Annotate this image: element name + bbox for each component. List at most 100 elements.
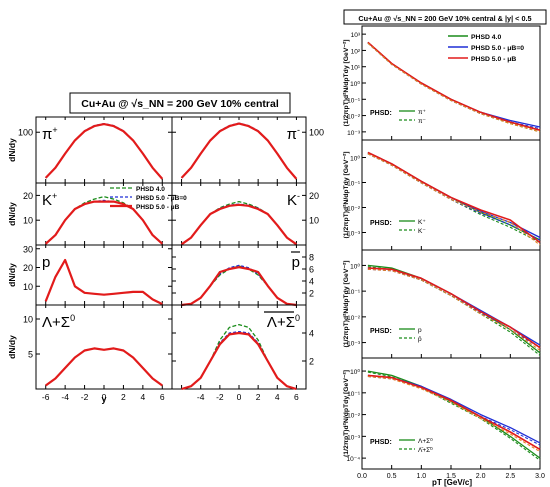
- right-ylabel: (1/2πpT)d²N/dpTdy [GeV⁻²]: [343, 370, 350, 457]
- right-panel-3: 10⁰ 10⁻¹ 10⁻² 10⁻³ 10⁻⁴(1/2πpT)d²N/dpTdy [Ge…: [343, 357, 545, 480]
- panel-legend-title: PHSD:: [370, 328, 392, 335]
- particle-label: π+: [42, 125, 58, 143]
- xtick-label: 0: [102, 392, 107, 402]
- ytick-label: 10⁻¹: [347, 289, 361, 296]
- legend-label: PHSD 5.0 - μB=0: [471, 45, 524, 52]
- left-panel-4: 10 20 30 p dN/dy: [7, 244, 173, 306]
- panel-legend-label: π⁺: [418, 109, 426, 116]
- left-ylabel: dN/dy: [7, 335, 17, 359]
- panel-legend-label: K⁻: [418, 228, 426, 235]
- particle-label: p: [292, 254, 300, 271]
- series-phsd-4-0: [181, 200, 297, 245]
- panel-legend-title: PHSD:: [370, 220, 392, 227]
- series-phsd-5-0-b-0: [181, 203, 297, 245]
- left-panel-0: 100 π+ dN/dy: [7, 116, 173, 184]
- ytick-label: 20: [23, 263, 33, 273]
- left-ylabel: dN/dy: [7, 263, 17, 287]
- series-phsd-5-0-b-0: [45, 122, 163, 180]
- ytick-label: 10⁻²: [347, 315, 361, 322]
- series-antiparticle: [367, 268, 541, 351]
- right-ylabel: (1/2πpT)d²N/dpTdy [GeV⁻²]: [343, 261, 350, 348]
- legend-label: PHSD 5.0 - μB: [136, 204, 180, 211]
- left-ylabel: dN/dy: [7, 138, 17, 162]
- xtick-label: 2: [121, 392, 126, 402]
- ytick-label: 10: [309, 216, 319, 226]
- xtick-label: 4: [275, 392, 280, 402]
- series-antiparticle: [367, 42, 541, 133]
- ytick-label: 20: [309, 191, 319, 201]
- xtick-label: 4: [140, 392, 145, 402]
- particle-label: Λ+Σ0: [42, 313, 75, 331]
- xtick-label: 6: [294, 392, 299, 402]
- left-panel-6: 5 10 Λ+Σ0 dN/dy -6 -4 -2 0 2 4 6: [7, 304, 173, 402]
- particle-label: K+: [42, 191, 57, 209]
- ytick-label: 10: [23, 315, 33, 325]
- ytick-label: 100: [18, 128, 33, 138]
- series-phsd-5-0-b: [45, 347, 163, 387]
- series-phsd-4-0: [181, 122, 297, 180]
- xtick-label: 2.5: [505, 473, 515, 480]
- legend-label: PHSD 4.0: [136, 186, 165, 193]
- series-phsd-5-0-b: [44, 258, 163, 306]
- ytick-label: 2: [309, 357, 314, 367]
- panel-frame: [361, 249, 541, 359]
- series-phsd-4-0: [45, 259, 163, 305]
- ytick-label: 10: [23, 282, 33, 292]
- ytick-label: 10⁻⁴: [347, 456, 361, 463]
- right-title-box: [343, 9, 547, 25]
- ytick-label: 10⁻²: [347, 413, 361, 420]
- panel-legend-label: π⁻: [418, 118, 426, 125]
- ytick-label: 10⁻³: [347, 341, 361, 348]
- ytick-label: 2: [309, 289, 314, 299]
- ytick-label: 10⁻¹: [347, 391, 361, 398]
- ytick-label: 10¹: [351, 65, 361, 72]
- particle-label: Λ+Σ0: [267, 313, 300, 331]
- ytick-label: 10⁻²: [347, 206, 361, 213]
- panel-legend-label: Λ̄+Σ̄⁰: [418, 446, 433, 454]
- series-antiparticle: [367, 268, 541, 349]
- xtick-label: 3.0: [535, 473, 545, 480]
- series-phsd-5-0-b-0: [367, 374, 541, 444]
- right-panel-1: 10⁰ 10⁻¹ 10⁻² 10⁻³(1/2πpT)d²N/dpTdy [GeV⁻²]…: [343, 139, 541, 251]
- left-panel-7: 2 4 Λ+Σ0 -4 -2 0 2 4 6: [171, 304, 314, 402]
- series-phsd-5-0-b: [367, 41, 541, 131]
- ytick-label: 10³: [351, 32, 361, 39]
- xtick-label: 2.0: [476, 473, 486, 480]
- ytick-label: 8: [309, 253, 314, 263]
- xtick-label: 2: [256, 392, 261, 402]
- series-phsd-4-0: [45, 123, 163, 180]
- ytick-label: 10⁰: [350, 368, 360, 376]
- ytick-label: 30: [23, 244, 33, 254]
- right-xlabel: pT [GeV/c]: [432, 478, 472, 487]
- ytick-label: 10⁻³: [347, 231, 361, 238]
- left-legend: PHSD 4.0 PHSD 5.0 - μB=0 PHSD 5.0 - μB: [110, 186, 187, 211]
- right-ylabel: (1/2πpT)d²N/dpTdy [GeV⁻²]: [343, 40, 350, 127]
- panel-legend-title: PHSD:: [370, 439, 392, 446]
- series-phsd-5-0-b: [44, 123, 164, 180]
- xtick-label: 6: [160, 392, 165, 402]
- right-ylabel: (1/2πpT)d²N/dpTdy [GeV⁻²]: [343, 152, 350, 239]
- series-phsd-5-0-b: [44, 200, 164, 245]
- left-xlabel: y: [101, 394, 106, 404]
- ytick-label: 10⁻³: [347, 130, 361, 137]
- ytick-label: 5: [28, 350, 33, 360]
- series-phsd-4-0: [367, 264, 541, 354]
- legend-label: PHSD 4.0: [471, 34, 501, 41]
- left-ylabel: dN/dy: [7, 202, 17, 226]
- left-panel-1: 100 π-: [171, 116, 324, 184]
- series-phsd-5-0-b-0: [181, 122, 297, 180]
- right-legend: PHSD 4.0 PHSD 5.0 - μB=0 PHSD 5.0 - μB: [448, 34, 524, 63]
- particle-label: π-: [287, 125, 300, 143]
- series-phsd-5-0-b: [367, 374, 541, 451]
- ytick-label: 10⁻¹: [347, 97, 361, 104]
- series-phsd-5-0-b-0: [45, 347, 163, 387]
- series-phsd-5-0-b-0: [367, 41, 541, 128]
- right-panel-2: 10⁰ 10⁻¹ 10⁻² 10⁻³(1/2πpT)d²N/dpTdy [GeV⁻²]…: [343, 249, 541, 359]
- series-antiparticle: [367, 153, 541, 246]
- ytick-label: 20: [23, 191, 33, 201]
- ytick-label: 10⁰: [350, 155, 360, 163]
- xtick-label: -6: [42, 392, 50, 402]
- panel-frame: [171, 244, 307, 306]
